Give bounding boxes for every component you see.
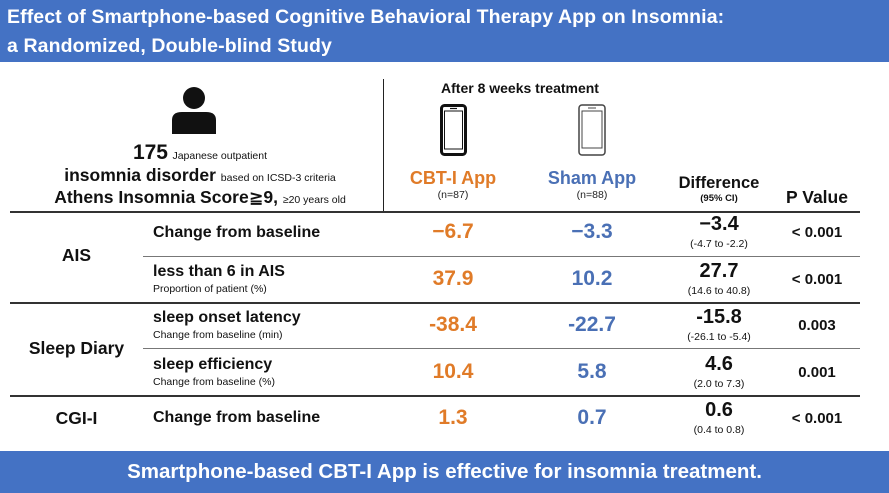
group-label-ais: AIS	[61, 245, 92, 265]
condition: insomnia disorder based on ICSD-3 criter…	[20, 165, 380, 186]
cbt-n: (n=87)	[437, 189, 469, 201]
cbt-app-label: CBT-I App	[409, 168, 497, 188]
difference-value: 0.6	[705, 399, 733, 421]
row-title: less than 6 in AIS	[153, 263, 285, 280]
difference-value: -15.8	[696, 306, 742, 328]
cbt-value: -38.4	[429, 313, 477, 336]
p-value: < 0.001	[791, 271, 843, 288]
row-subtitle: Change from baseline (%)	[153, 376, 275, 388]
header-rule	[10, 211, 860, 213]
title-line-1: Effect of Smartphone-based Cognitive Beh…	[7, 6, 725, 28]
title-banner: Effect of Smartphone-based Cognitive Beh…	[0, 0, 889, 62]
conclusion-text: Smartphone-based CBT-I App is effective …	[127, 460, 762, 483]
smartphone-outline-icon	[578, 104, 606, 156]
row-rule	[143, 256, 860, 257]
difference-value: 4.6	[705, 353, 733, 375]
row-title: sleep efficiency	[153, 356, 273, 373]
sham-column-header: Sham App (n=88)	[532, 168, 652, 201]
difference-value: −3.4	[699, 213, 739, 235]
p-value: < 0.001	[791, 224, 843, 241]
person-icon	[172, 87, 216, 134]
column-divider	[383, 79, 384, 212]
difference-ci-label: (95% CI)	[700, 193, 738, 204]
criterion-text: Athens Insomnia Score≧9,	[54, 187, 278, 207]
difference-column-header: Difference (95% CI)	[660, 174, 778, 204]
sham-value: 5.8	[577, 360, 607, 383]
sham-n: (n=88)	[576, 189, 608, 201]
row-title: Change from baseline	[153, 224, 321, 241]
cbt-column-header: CBT-I App (n=87)	[393, 168, 513, 201]
criterion-note: ≥20 years old	[282, 194, 346, 206]
cbt-value: 1.3	[438, 406, 468, 429]
confidence-interval: (14.6 to 40.8)	[687, 285, 751, 297]
conclusion-banner: Smartphone-based CBT-I App is effective …	[0, 451, 889, 493]
group-rule	[10, 302, 860, 304]
cbt-value: 10.4	[432, 360, 474, 383]
participant-count-note: Japanese outpatient	[172, 150, 268, 162]
condition-name: insomnia disorder	[64, 165, 216, 185]
participant-count: 175 Japanese outpatient	[20, 141, 380, 165]
sham-value: −3.3	[571, 220, 613, 243]
row-subtitle: Proportion of patient (%)	[153, 283, 267, 295]
row-subtitle: Change from baseline (min)	[153, 329, 283, 341]
group-label-cgi-i: CGI-I	[55, 408, 98, 428]
group-rule	[10, 395, 860, 397]
confidence-interval: (-4.7 to -2.2)	[690, 238, 748, 250]
title-line-2: a Randomized, Double-blind Study	[7, 35, 332, 57]
p-value: 0.001	[798, 364, 836, 381]
row-title: Change from baseline	[153, 409, 321, 426]
sham-value: 10.2	[571, 267, 613, 290]
cbt-value: 37.9	[432, 267, 474, 290]
smartphone-icon	[440, 104, 467, 156]
difference-label: Difference	[678, 174, 760, 192]
sham-app-label: Sham App	[547, 168, 637, 188]
confidence-interval: (0.4 to 0.8)	[693, 424, 745, 436]
difference-value: 27.7	[699, 260, 739, 282]
p-value: < 0.001	[791, 410, 843, 427]
confidence-interval: (-26.1 to -5.4)	[687, 331, 751, 343]
p-value: 0.003	[798, 317, 836, 334]
condition-note: based on ICSD-3 criteria	[220, 172, 336, 184]
sham-value: -22.7	[568, 313, 616, 336]
treatment-period: After 8 weeks treatment	[441, 80, 599, 96]
cbt-value: −6.7	[432, 220, 474, 243]
participant-count-number: 175	[132, 141, 168, 164]
sham-value: 0.7	[577, 406, 607, 429]
confidence-interval: (2.0 to 7.3)	[693, 378, 745, 390]
row-rule	[143, 348, 860, 349]
row-title: sleep onset latency	[153, 309, 301, 326]
pvalue-column-header: P Value	[786, 187, 848, 207]
group-label-sleep-diary: Sleep Diary	[28, 338, 125, 358]
inclusion-criterion: Athens Insomnia Score≧9, ≥20 years old	[20, 187, 380, 208]
